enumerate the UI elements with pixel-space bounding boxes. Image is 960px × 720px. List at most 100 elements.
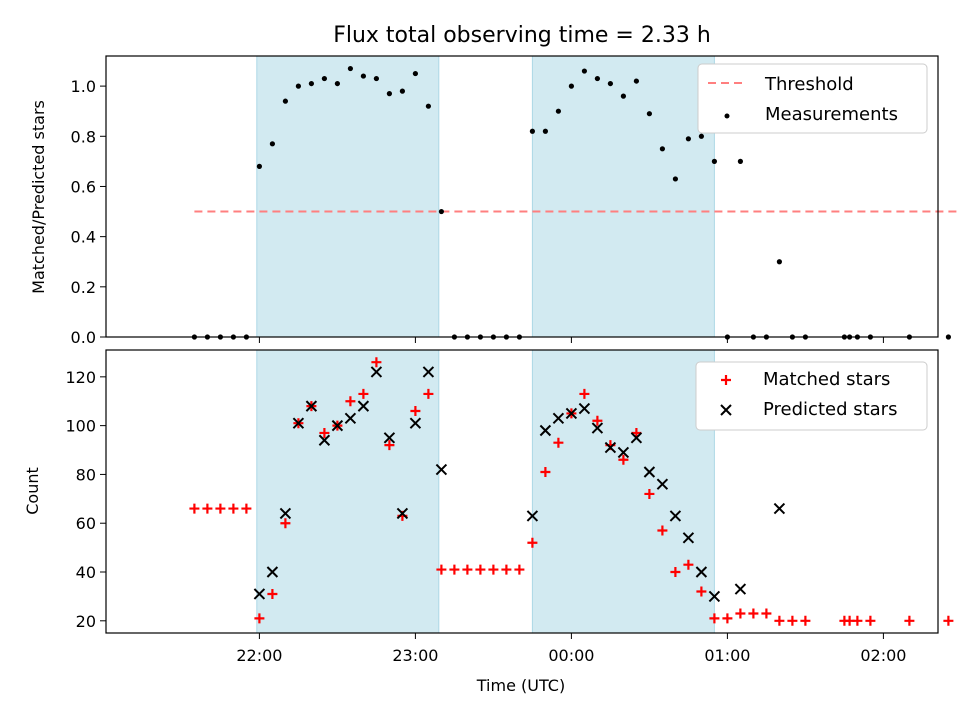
- matched-star-point: [774, 615, 785, 626]
- measurement-point: [581, 68, 588, 74]
- predicted-star-point: [409, 417, 422, 429]
- top-legend-box: [697, 63, 928, 134]
- x-axis-label: Time (UTC): [476, 676, 565, 695]
- y-tick-label: 0.0: [71, 328, 96, 347]
- matched-star-point: [267, 588, 278, 599]
- predicted-star-point: [253, 588, 266, 600]
- legend-predicted-swatch: [720, 404, 732, 416]
- matched-star-point: [319, 427, 330, 438]
- predicted-star-point: [539, 424, 552, 437]
- predicted-star-point: [708, 590, 721, 603]
- predicted-star-point: [682, 532, 695, 544]
- predicted-star-point: [578, 402, 591, 415]
- chart-title: Flux total observing time = 2.33 h: [333, 23, 711, 48]
- bottom-panel: 20 40 60 80 100 120 22:00 23:00 00:00 01:00 02:00…: [23, 349, 954, 695]
- shaded-interval: [531, 349, 715, 634]
- predicted-star-point: [552, 412, 565, 425]
- top-y-axis-label: Matched/Predicted stars: [29, 100, 48, 294]
- matched-stars-points: [189, 357, 954, 626]
- measurement-point: [295, 83, 301, 89]
- matched-star-point: [865, 615, 876, 626]
- matched-star-point: [761, 608, 772, 619]
- measurement-point: [256, 163, 262, 169]
- measurement-point: [438, 208, 444, 215]
- predicted-star-point: [591, 422, 604, 434]
- legend-predicted-label: Predicted stars: [763, 399, 897, 420]
- y-tick-label: 0.6: [71, 177, 96, 196]
- matched-star-point: [592, 415, 603, 426]
- x-tick-label: 22:00: [236, 646, 282, 665]
- measurement-point: [282, 98, 288, 104]
- predicted-star-point: [383, 432, 396, 444]
- shaded-interval: [531, 55, 715, 338]
- y-tick-label: 0.4: [71, 228, 96, 247]
- measurement-point: [698, 133, 705, 139]
- predicted-star-point: [266, 566, 279, 578]
- matched-star-point: [449, 564, 460, 575]
- matched-star-point: [202, 503, 213, 514]
- legend-threshold-label: Threshold: [764, 74, 854, 95]
- y-tick-label: 0.2: [71, 278, 96, 297]
- predicted-star-point: [617, 446, 630, 459]
- y-tick-label: 0.8: [71, 127, 96, 146]
- matched-star-point: [475, 564, 486, 575]
- top-shaded-intervals: [256, 55, 715, 338]
- matched-star-point: [579, 388, 590, 399]
- x-tick-label: 23:00: [392, 646, 438, 665]
- measurement-point: [594, 75, 601, 82]
- measurement-point: [308, 80, 314, 87]
- y-tick-label: 1.0: [71, 77, 96, 96]
- predicted-star-point: [279, 507, 292, 520]
- measurement-point: [776, 259, 783, 265]
- matched-star-point: [228, 503, 239, 514]
- shaded-interval: [256, 349, 440, 634]
- measurement-point: [529, 128, 536, 134]
- top-legend: Threshold Measurements: [697, 63, 928, 134]
- legend-predicted-marker: [720, 404, 732, 416]
- matched-star-point: [423, 388, 434, 399]
- measurement-point: [737, 158, 744, 164]
- matched-star-point: [644, 488, 655, 499]
- predicted-star-point: [734, 583, 747, 595]
- measurement-point: [620, 93, 627, 99]
- matched-star-point: [410, 405, 421, 416]
- top-x-ticks: [258, 337, 884, 343]
- predicted-star-point: [357, 400, 370, 412]
- measurement-point: [542, 128, 549, 134]
- predicted-star-point: [292, 417, 305, 429]
- predicted-star-point: [331, 419, 344, 432]
- matched-star-point: [852, 615, 863, 626]
- measurement-point: [945, 334, 952, 340]
- matched-star-point: [527, 537, 538, 548]
- matched-star-point: [657, 525, 668, 536]
- measurement-point: [633, 78, 640, 84]
- matched-star-point: [670, 567, 681, 578]
- measurement-point: [711, 158, 718, 164]
- matched-star-point: [709, 613, 720, 624]
- measurement-point: [321, 75, 327, 82]
- predicted-star-point: [695, 566, 708, 578]
- y-tick-label: 100: [65, 417, 96, 436]
- matched-star-point: [943, 615, 954, 626]
- matched-star-point: [501, 564, 512, 575]
- matched-star-point: [787, 615, 798, 626]
- predicted-star-point: [604, 441, 617, 454]
- measurement-point: [555, 108, 562, 114]
- matched-star-point: [462, 564, 473, 575]
- legend-matched-label: Matched stars: [763, 369, 890, 390]
- measurement-point: [659, 146, 666, 152]
- bottom-legend-box: [695, 361, 928, 431]
- predicted-star-point: [669, 510, 682, 522]
- bottom-x-ticks: 22:00 23:00 00:00 01:00 02:00: [236, 633, 906, 665]
- measurement-point: [672, 176, 679, 182]
- predicted-star-point: [344, 412, 357, 425]
- matched-star-point: [514, 564, 525, 575]
- matched-star-point: [631, 427, 642, 438]
- matched-star-point: [345, 396, 356, 407]
- matched-star-point: [618, 454, 629, 465]
- matched-star-point: [189, 503, 200, 514]
- bottom-legend: Matched stars Predicted stars: [695, 361, 928, 431]
- y-tick-label: 80: [76, 465, 96, 484]
- matched-star-point: [280, 518, 291, 529]
